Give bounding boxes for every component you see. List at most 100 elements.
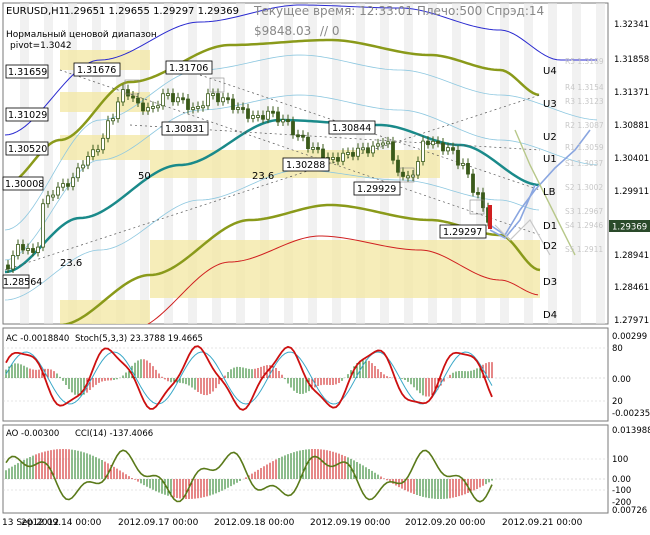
candle-body (56, 186, 60, 196)
time-tick: 2012.09.19 00:00 (310, 518, 391, 528)
upper-envelope-line (4, 4, 597, 136)
price-axis[interactable]: 1.32341 1.31858 1.31371 1.30881 1.30401 … (609, 20, 650, 326)
time-tick: 2012.09.20 00:00 (405, 518, 486, 528)
candle-body (431, 140, 435, 146)
time-tick: 2012.09.17 00:00 (118, 518, 199, 528)
candle-body (446, 147, 450, 152)
candle-body (106, 120, 110, 139)
ac-tick: 20 (612, 397, 623, 407)
candle-body (141, 102, 145, 112)
candle-body (36, 246, 40, 253)
ac-stoch-plot (3, 345, 608, 411)
session-band (116, 3, 125, 324)
inner-envelope-line (4, 54, 598, 231)
boxed-price: 1.31706 (169, 63, 208, 74)
candle-body (306, 136, 310, 149)
forecast-line-olive (514, 129, 576, 256)
candle-body (331, 157, 335, 160)
trend-line (129, 124, 541, 151)
time-axis[interactable]: 13 Sep 2012 2012.09.14 00:00 2012.09.17 … (2, 518, 583, 528)
time-tick: 13 Sep 2012 (2, 518, 59, 528)
fibo-zone (60, 135, 150, 160)
candle-body (86, 156, 90, 166)
level-labels: U4 U3 U2 U1 LB D1 D2 D3 D4 (543, 66, 557, 321)
boxed-price: 1.31029 (8, 110, 47, 121)
boxed-price: 1.31659 (8, 67, 47, 78)
ac-tick: 0.00299 (612, 332, 647, 342)
candle-body (171, 93, 175, 103)
fibo-23-label: 23.6 (252, 171, 274, 182)
stoch-main-line (5, 345, 493, 411)
candle-body (206, 93, 210, 107)
fibo-50-label: 50 (138, 171, 151, 182)
candle-body (311, 147, 315, 150)
candle-body (471, 173, 475, 193)
time-tick: 2012.09.14 00:00 (21, 518, 102, 528)
level-label-d4: D4 (543, 310, 557, 321)
candle-body (286, 119, 290, 123)
indicator-lines (4, 4, 598, 324)
pivot-label: S2 1.3002 (565, 183, 603, 192)
session-band (20, 3, 29, 324)
balance-suffix-label: // 0 (320, 24, 340, 38)
candle-body (156, 105, 160, 109)
candle-body (276, 111, 280, 123)
info-range-label: Нормальный ценовой диапазон (6, 30, 157, 40)
level-label-d1: D1 (543, 221, 557, 232)
boxed-price: 1.30520 (8, 144, 47, 155)
candle-body (81, 164, 85, 169)
candle-body (296, 134, 300, 138)
current-price-label: 1.29369 (612, 223, 647, 233)
session-band (476, 3, 485, 324)
candle-body (361, 147, 365, 151)
candle-body (366, 147, 370, 154)
candle-body (96, 149, 100, 153)
price-boxes (124, 77, 485, 215)
candle-body (406, 175, 410, 179)
candle-body (396, 159, 400, 173)
candle-body (21, 244, 25, 251)
candle-body (411, 174, 415, 178)
candle-body (421, 140, 425, 162)
forecast-line-blue (489, 184, 536, 240)
candle-body (161, 93, 165, 107)
candle-body (226, 97, 230, 101)
candle-body (261, 115, 265, 120)
candle-body (416, 161, 420, 176)
candle-body (301, 134, 305, 138)
session-band (524, 3, 533, 324)
candle-body (256, 115, 260, 118)
forecast-line-gray (494, 219, 551, 256)
ac-tick: 0.00 (612, 375, 631, 385)
candle-body (71, 177, 75, 187)
candle-body (211, 93, 215, 96)
price-tick: 1.31858 (614, 55, 649, 65)
price-tick: 1.32341 (614, 20, 649, 30)
ao-tick: 100 (612, 455, 628, 465)
candle-body (116, 101, 120, 119)
candle-body (266, 110, 270, 120)
pivot-label: R1 1.3059 (565, 143, 604, 152)
candle-body (66, 183, 70, 187)
candle-body (381, 142, 385, 146)
olive-ma-upper (4, 38, 540, 187)
price-box (469, 199, 485, 215)
trend-line (4, 94, 541, 271)
level-label-lb: LB (543, 187, 556, 198)
ac-indicator-pane[interactable] (2, 327, 609, 422)
price-tick: 1.28941 (614, 251, 649, 261)
time-tick: 2012.09.21 00:00 (502, 518, 583, 528)
candle-body (466, 163, 470, 175)
boxed-price: 1.30288 (286, 160, 325, 171)
candle-body (376, 143, 380, 147)
ac-tick: 80 (612, 344, 623, 354)
candle-body (191, 107, 195, 110)
candle-body (476, 192, 480, 195)
candle-body (16, 244, 20, 256)
session-band (572, 3, 581, 324)
candle-body (146, 107, 150, 112)
server-time-label: Текущее время: 12:33:01 Плечо:500 Спрэд:… (253, 4, 544, 18)
ao-tick: 0.00726 (612, 506, 647, 516)
fibo-zone (150, 240, 540, 298)
